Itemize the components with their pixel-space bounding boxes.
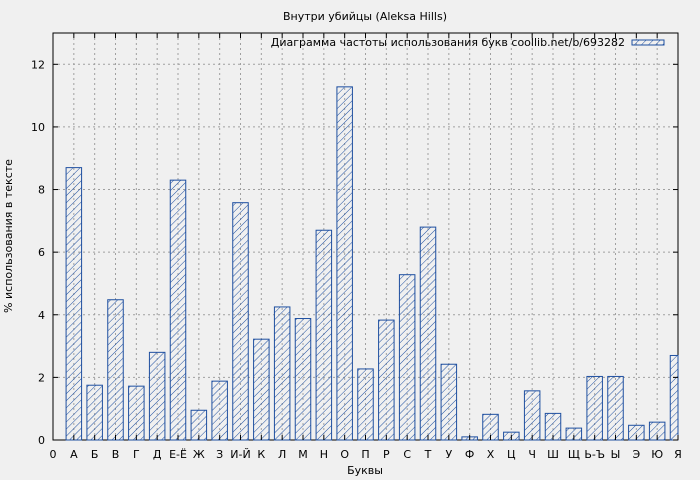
bar xyxy=(523,390,541,441)
x-tick-label: Ю xyxy=(651,448,663,461)
x-tick-label: Е-Ё xyxy=(169,448,187,461)
bar xyxy=(440,363,458,441)
x-tick-label: Х xyxy=(487,448,495,461)
bar xyxy=(107,299,124,441)
x-tick-label: М xyxy=(298,448,308,461)
legend-label: Диаграмма частоты использования букв coo… xyxy=(271,36,625,49)
y-tick-label: 0 xyxy=(38,434,45,447)
y-tick-label: 4 xyxy=(38,309,45,322)
bar xyxy=(232,202,249,441)
x-axis-ticks: 0 А Б В Г Д Е-Ё Ж З И-Й К Л М Н О П Р С Т У Ф Х Ц Ч Ш Щ Ь-Ъ Ы Э Ю Я xyxy=(50,33,682,461)
x-tick-label: В xyxy=(112,448,120,461)
bar xyxy=(419,226,437,441)
x-tick-label: Ч xyxy=(528,448,536,461)
bar xyxy=(398,274,416,441)
bar xyxy=(148,351,166,441)
x-tick-label: Т xyxy=(424,448,432,461)
x-tick-label: 0 xyxy=(50,448,57,461)
y-tick-label: 10 xyxy=(31,121,45,134)
y-tick-label: 8 xyxy=(38,184,45,197)
bar xyxy=(273,306,291,441)
x-tick-label: У xyxy=(445,448,452,461)
y-tick-label: 6 xyxy=(38,246,45,259)
bar xyxy=(169,179,187,441)
x-tick-label: О xyxy=(340,448,349,461)
x-tick-label: И-Й xyxy=(230,448,250,461)
x-tick-label: Ж xyxy=(193,448,205,461)
x-tick-label: Р xyxy=(383,448,390,461)
x-tick-label: Я xyxy=(674,448,682,461)
x-tick-label: Д xyxy=(153,448,162,461)
chart-title: Внутри убийцы (Aleksa Hills) xyxy=(283,10,447,23)
bar xyxy=(315,229,333,441)
x-tick-label: Б xyxy=(91,448,99,461)
bar xyxy=(607,375,624,441)
bar xyxy=(65,167,83,441)
x-tick-label: Ь-Ъ xyxy=(584,448,605,461)
y-axis-ticks: 0 2 4 6 8 10 12 xyxy=(31,58,678,447)
x-tick-label: Ы xyxy=(611,448,621,461)
x-tick-label: Ц xyxy=(507,448,516,461)
y-axis-label: % использования в тексте xyxy=(2,159,15,313)
y-tick-label: 2 xyxy=(38,371,45,384)
bar xyxy=(336,86,353,441)
x-tick-label: С xyxy=(403,448,411,461)
x-axis-label: Буквы xyxy=(347,464,383,477)
x-tick-label: Э xyxy=(632,448,640,461)
bar xyxy=(357,368,374,441)
bar xyxy=(378,319,395,441)
bar xyxy=(128,385,145,441)
bar xyxy=(253,338,270,441)
x-tick-label: Н xyxy=(320,448,328,461)
grid xyxy=(53,33,678,440)
x-tick-label: П xyxy=(361,448,369,461)
bar xyxy=(211,380,228,441)
legend-swatch xyxy=(631,39,665,46)
x-tick-label: Г xyxy=(133,448,140,461)
bar xyxy=(294,318,312,441)
x-tick-label: К xyxy=(257,448,265,461)
bar xyxy=(669,354,679,441)
bars xyxy=(65,86,679,441)
y-tick-label: 12 xyxy=(31,58,45,71)
x-tick-label: Щ xyxy=(568,448,580,461)
legend: Диаграмма частоты использования букв coo… xyxy=(271,36,665,49)
bar xyxy=(586,375,603,441)
x-tick-label: А xyxy=(70,448,78,461)
x-tick-label: З xyxy=(216,448,223,461)
x-tick-label: Л xyxy=(278,448,286,461)
bar xyxy=(86,384,103,441)
x-tick-label: Ш xyxy=(547,448,559,461)
x-tick-label: Ф xyxy=(465,448,474,461)
